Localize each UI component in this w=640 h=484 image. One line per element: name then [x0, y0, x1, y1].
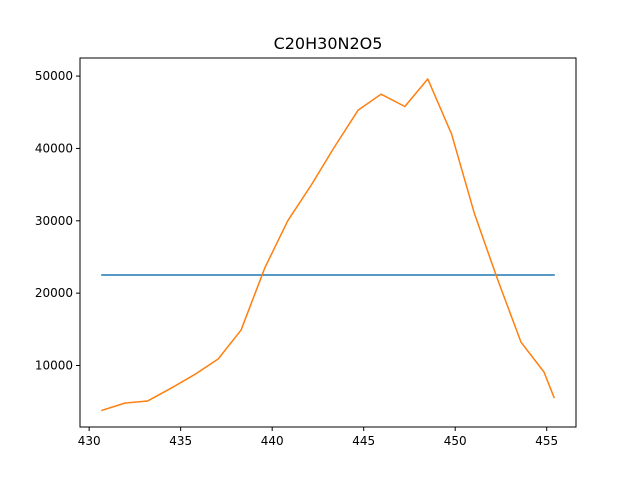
- chart-title: C20H30N2O5: [274, 34, 383, 53]
- series-line-2: [101, 78, 556, 412]
- x-axis: 430 435 440 445 450 455: [78, 427, 558, 448]
- x-tick-label: 450: [444, 434, 467, 448]
- y-tick-label: 20000: [35, 286, 73, 300]
- y-tick-label: 50000: [35, 69, 73, 83]
- series-layer: [101, 78, 556, 412]
- x-tick-label: 440: [261, 434, 284, 448]
- y-tick-label: 40000: [35, 141, 73, 155]
- x-tick-label: 435: [169, 434, 192, 448]
- y-tick-label: 10000: [35, 359, 73, 373]
- x-tick-label: 445: [352, 434, 375, 448]
- plot-frame: [79, 57, 577, 428]
- y-tick-label: 30000: [35, 214, 73, 228]
- y-axis: 10000 20000 30000 40000 50000: [35, 69, 80, 373]
- x-tick-label: 455: [535, 434, 558, 448]
- x-tick-label: 430: [78, 434, 101, 448]
